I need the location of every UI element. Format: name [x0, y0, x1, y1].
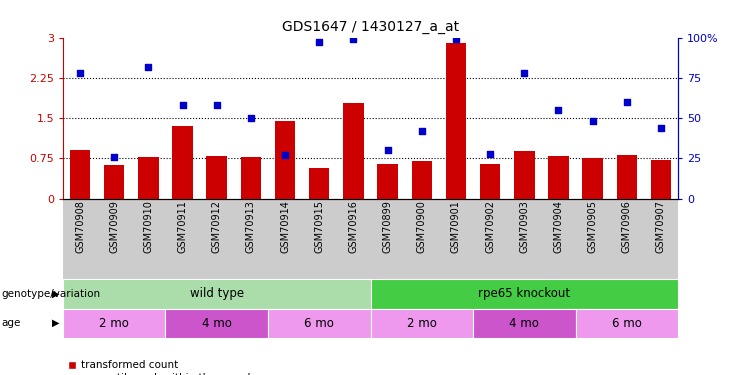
Point [176, 102, 188, 108]
Point [210, 102, 222, 108]
Point [108, 154, 120, 160]
Bar [548, 156, 568, 199]
Point [348, 36, 359, 42]
Point [245, 115, 257, 121]
Bar [617, 154, 637, 199]
Bar [343, 103, 364, 199]
Title: GDS1647 / 1430127_a_at: GDS1647 / 1430127_a_at [282, 20, 459, 34]
Text: genotype/variation: genotype/variation [1, 289, 101, 299]
Bar [207, 156, 227, 199]
Bar [514, 152, 534, 199]
Text: 6 mo: 6 mo [612, 317, 642, 330]
Bar [173, 126, 193, 199]
Point [518, 70, 530, 76]
Point [142, 63, 154, 69]
Bar [480, 164, 500, 199]
Text: 4 mo: 4 mo [202, 317, 232, 330]
Bar [582, 158, 603, 199]
Legend: transformed count, percentile rank within the sample: transformed count, percentile rank withi… [68, 360, 256, 375]
Point [587, 118, 599, 124]
Text: ▶: ▶ [52, 318, 59, 328]
Point [484, 151, 496, 157]
Bar [445, 43, 466, 199]
Text: age: age [1, 318, 21, 328]
Text: 6 mo: 6 mo [305, 317, 334, 330]
Bar [377, 164, 398, 199]
Text: wild type: wild type [190, 288, 244, 300]
Text: rpe65 knockout: rpe65 knockout [478, 288, 571, 300]
Point [416, 128, 428, 134]
Bar [241, 158, 261, 199]
Point [382, 147, 393, 153]
Point [621, 99, 633, 105]
Text: ▶: ▶ [52, 289, 59, 299]
Point [74, 70, 86, 76]
Point [553, 107, 565, 113]
Text: 2 mo: 2 mo [99, 317, 129, 330]
Point [450, 36, 462, 42]
Bar [70, 150, 90, 199]
Bar [651, 160, 671, 199]
Point [279, 152, 291, 158]
Text: 2 mo: 2 mo [407, 317, 436, 330]
Point [655, 125, 667, 131]
Bar [138, 158, 159, 199]
Bar [309, 168, 330, 199]
Bar [411, 161, 432, 199]
Bar [104, 165, 124, 199]
Text: 4 mo: 4 mo [509, 317, 539, 330]
Bar [275, 121, 296, 199]
Point [313, 39, 325, 45]
